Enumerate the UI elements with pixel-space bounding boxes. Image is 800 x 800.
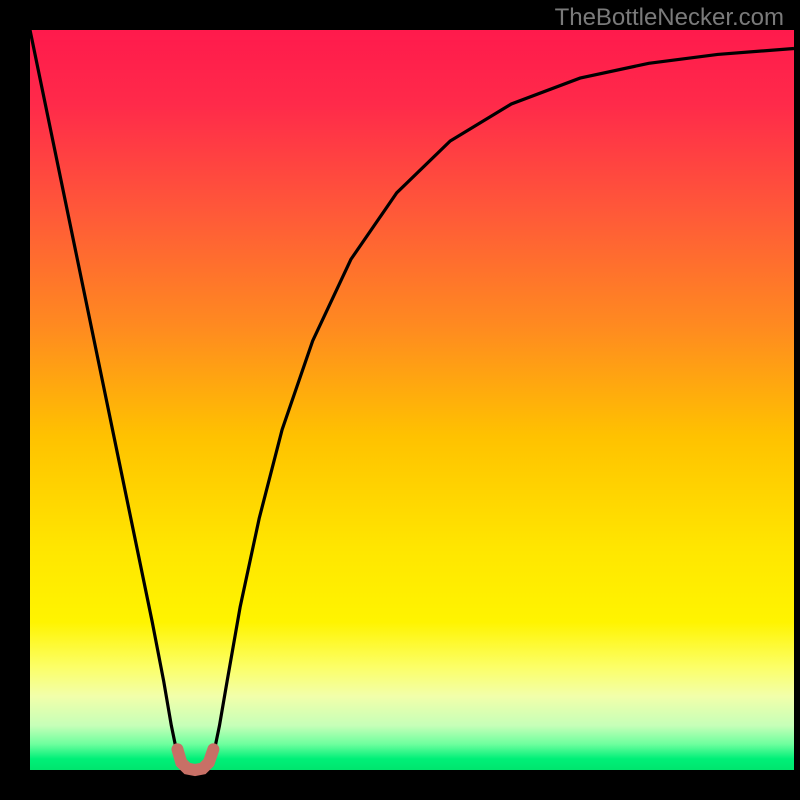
chart-container: TheBottleNecker.com (0, 0, 800, 800)
bottleneck-chart (0, 0, 800, 800)
attribution-text: TheBottleNecker.com (555, 4, 784, 32)
chart-plot-background (30, 30, 794, 770)
